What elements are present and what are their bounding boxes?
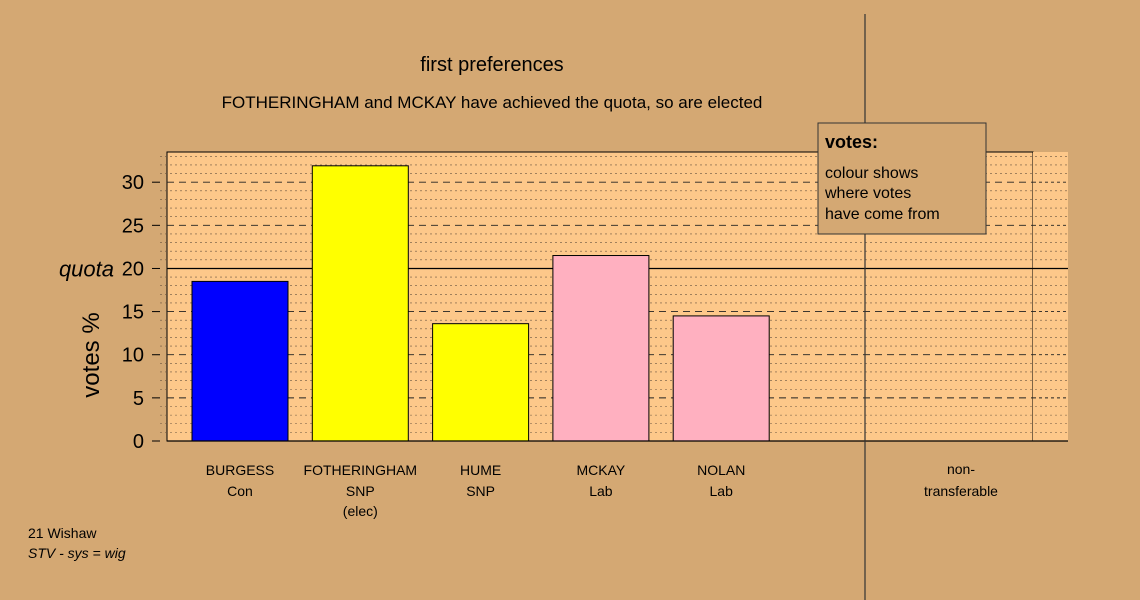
legend-title: votes: [825,132,878,152]
y-tick-label: 15 [122,302,144,324]
bar-hume [432,323,530,442]
category-label-party: SNP [346,483,375,499]
nontransferable-panel [1033,152,1068,441]
bar-fotheringham [311,165,409,442]
category-label-party: SNP [466,483,495,499]
bar-burgess [191,280,289,442]
legend: votes: colour shows where votes have com… [817,122,987,235]
bar-mckay [552,255,650,442]
category-label-name: MCKAY [577,462,626,478]
legend-line-3: have come from [825,206,940,223]
y-tick-label: 0 [133,431,144,453]
category-label-name: HUME [460,462,501,478]
y-tick-label: 25 [122,215,144,237]
footer-ward: 21 Wishaw [28,525,97,541]
category-label-name: NOLAN [697,462,745,478]
category-label-note: (elec) [343,503,378,519]
category-label-name: BURGESS [206,462,274,478]
category-label-party: Con [227,483,253,499]
y-axis-label: votes % [78,312,105,397]
footer-system: STV - sys = wig [28,545,126,561]
y-tick-label: 20 [122,258,144,280]
nontransferable-label-1: non- [947,461,975,477]
bars [191,165,770,442]
category-label-name: FOTHERINGHAM [304,462,418,478]
category-label-party: Lab [710,483,734,499]
y-axis-ticks: 0 5 10 15 20 25 30 [122,172,160,453]
legend-line-1: colour shows [825,165,918,182]
category-label-party: Lab [589,483,613,499]
legend-line-2: where votes [824,185,911,202]
nontransferable-label-2: transferable [924,483,998,499]
chart-title: first preferences [420,54,563,76]
y-tick-label: 5 [133,388,144,410]
bar-nolan [672,315,770,442]
category-labels: BURGESS Con FOTHERINGHAM SNP (elec) HUME SNP MC… [206,462,746,519]
y-tick-label: 30 [122,172,144,194]
chart-subtitle: FOTHERINGHAM and MCKAY have achieved the… [222,93,763,112]
quota-label: quota [59,256,114,281]
y-tick-label: 10 [122,345,144,367]
legend-box [817,122,987,235]
